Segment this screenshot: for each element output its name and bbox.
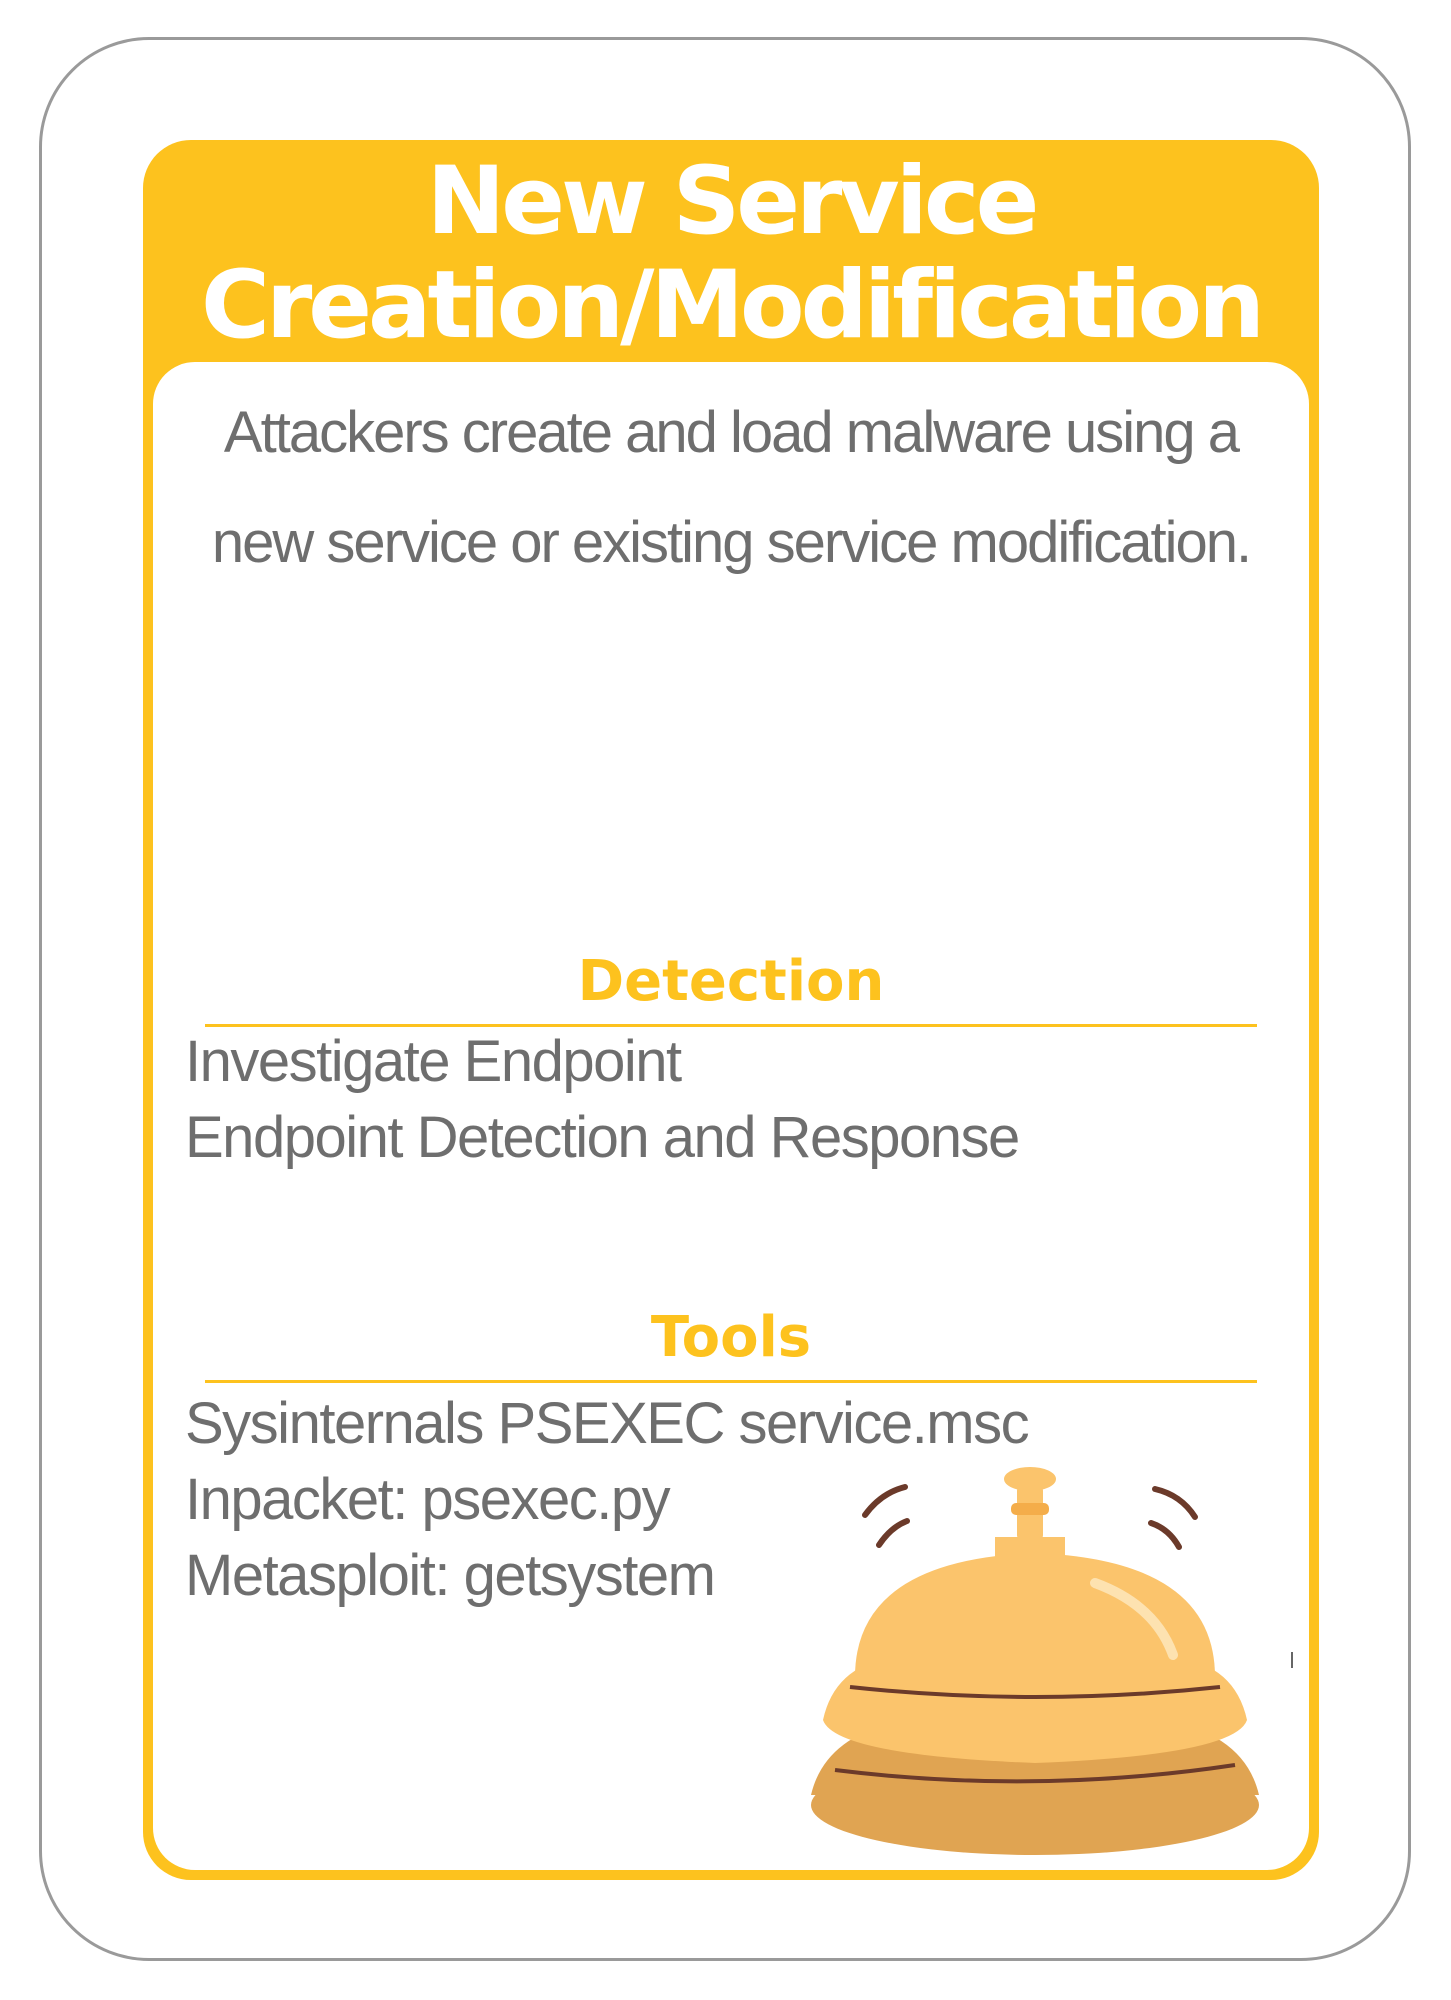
- detection-heading: Detection: [577, 949, 885, 1014]
- detection-item: Endpoint Detection and Response: [185, 1105, 1020, 1170]
- stray-mark: [1291, 1652, 1293, 1668]
- card: New Service Creation/Modification Attack…: [143, 140, 1319, 1880]
- detection-item: Investigate Endpoint: [185, 1029, 682, 1094]
- card-title: New Service Creation/Modification: [143, 150, 1319, 358]
- tools-item: Metasploit: getsystem: [185, 1543, 716, 1608]
- tools-heading: Tools: [650, 1305, 812, 1370]
- tools-item: Sysinternals PSEXEC service.msc: [185, 1391, 1030, 1456]
- card-title-line-2: Creation/Modification: [200, 251, 1265, 360]
- detection-divider: [205, 1024, 1257, 1027]
- card-description: Attackers create and load malware using …: [211, 400, 1252, 575]
- detection-list: Investigate Endpoint Endpoint Detection …: [185, 1024, 1020, 1176]
- tools-item: Inpacket: psexec.py: [185, 1467, 671, 1532]
- card-title-line-1: New Service: [426, 147, 1040, 256]
- service-bell-icon: [811, 1467, 1259, 1855]
- tools-divider: [205, 1380, 1257, 1383]
- tools-list: Sysinternals PSEXEC service.msc Inpacket…: [185, 1386, 1030, 1614]
